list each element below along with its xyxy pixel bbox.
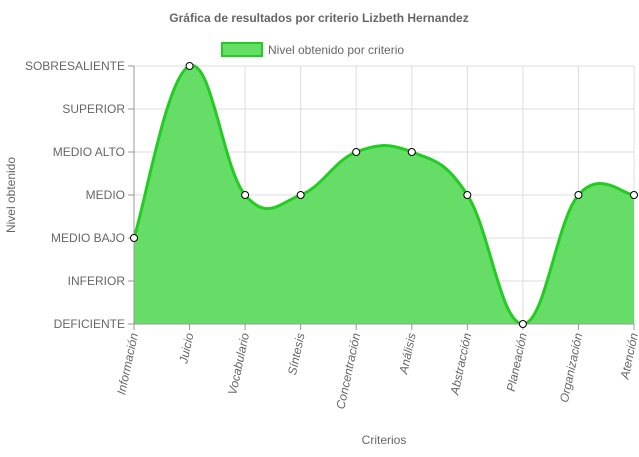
x-tick-label: Atención [617, 331, 639, 381]
x-tick-label: Vocabulario [225, 331, 252, 396]
legend-swatch [221, 42, 263, 57]
x-tick-label: Síntesis [285, 332, 308, 377]
area-layer [132, 64, 635, 326]
data-point [574, 191, 583, 199]
x-tick-label: Juicio [176, 331, 196, 365]
y-tick-label: MEDIO ALTO [53, 145, 125, 159]
y-tick-label: MEDIO [86, 188, 125, 202]
data-point [352, 148, 361, 156]
data-point [241, 191, 250, 199]
y-tick-label: DEFICIENTE [54, 317, 125, 331]
data-point [296, 191, 305, 199]
point-layer [130, 62, 638, 328]
data-point [630, 191, 638, 199]
x-tick-label: Concentración [333, 331, 363, 410]
series-area-fill [134, 65, 634, 325]
x-tick-label: Abstracción [447, 331, 474, 397]
series-line [132, 64, 635, 326]
legend-label: Nivel obtenido por criterio [268, 43, 404, 57]
data-point [518, 320, 527, 328]
y-tick-label: SUPERIOR [62, 102, 125, 116]
data-point [463, 191, 472, 199]
data-point [130, 234, 138, 242]
x-tick-label: Organización [557, 331, 585, 403]
chart-title: Gráfica de resultados por criterio Lizbe… [169, 11, 468, 25]
y-tick-label: MEDIO BAJO [51, 231, 125, 245]
y-tick-label: INFERIOR [68, 274, 126, 288]
y-axis-title: Nivel obtenido [4, 157, 18, 233]
data-point [185, 62, 194, 70]
y-tick-label: SOBRESALIENTE [25, 59, 125, 73]
data-point [407, 148, 416, 156]
x-tick-label: Planeación [504, 331, 530, 392]
x-tick-label: Información [114, 331, 141, 396]
legend[interactable]: Nivel obtenido por criterio [221, 42, 404, 57]
x-tick-label: Análisis [396, 332, 419, 376]
x-axis-title: Criterios [362, 433, 407, 447]
